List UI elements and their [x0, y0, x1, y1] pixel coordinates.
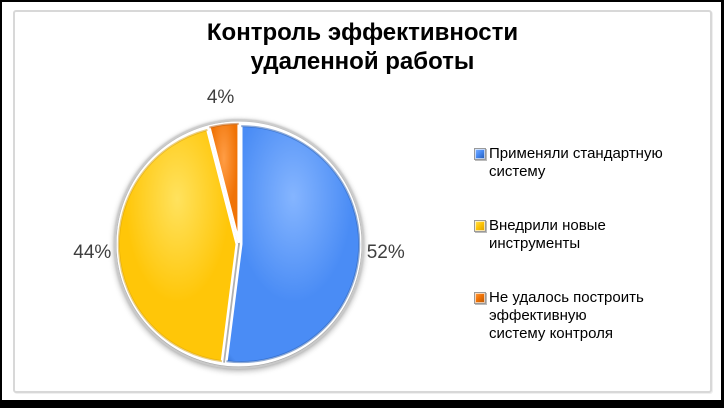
pie-data-label-yellow: 44% — [73, 242, 112, 264]
legend-marker-icon — [474, 148, 486, 160]
legend-marker-icon — [474, 220, 486, 232]
legend-item-label: Не удалось построить эффективную систему… — [489, 289, 644, 342]
canvas: Контроль эффективности удаленной работы … — [2, 2, 721, 400]
legend-marker-icon — [474, 292, 486, 304]
legend-item-label: Внедрили новые инструменты — [489, 217, 606, 252]
legend-item: Внедрили новые инструменты — [474, 217, 710, 253]
pie-slice-0 — [224, 123, 362, 365]
pie-data-label-blue: 52% — [366, 242, 405, 264]
pie-chart — [114, 119, 364, 369]
legend-item: Применяли стандартную систему — [474, 145, 710, 181]
legend: Применяли стандартную систему Внедрили н… — [474, 2, 710, 400]
legend-item-label: Применяли стандартную систему — [489, 145, 663, 180]
pie-data-label-orange: 4% — [206, 87, 235, 109]
chart-title: Контроль эффективности удаленной работы — [206, 19, 519, 75]
legend-item: Не удалось построить эффективную систему… — [474, 289, 710, 343]
